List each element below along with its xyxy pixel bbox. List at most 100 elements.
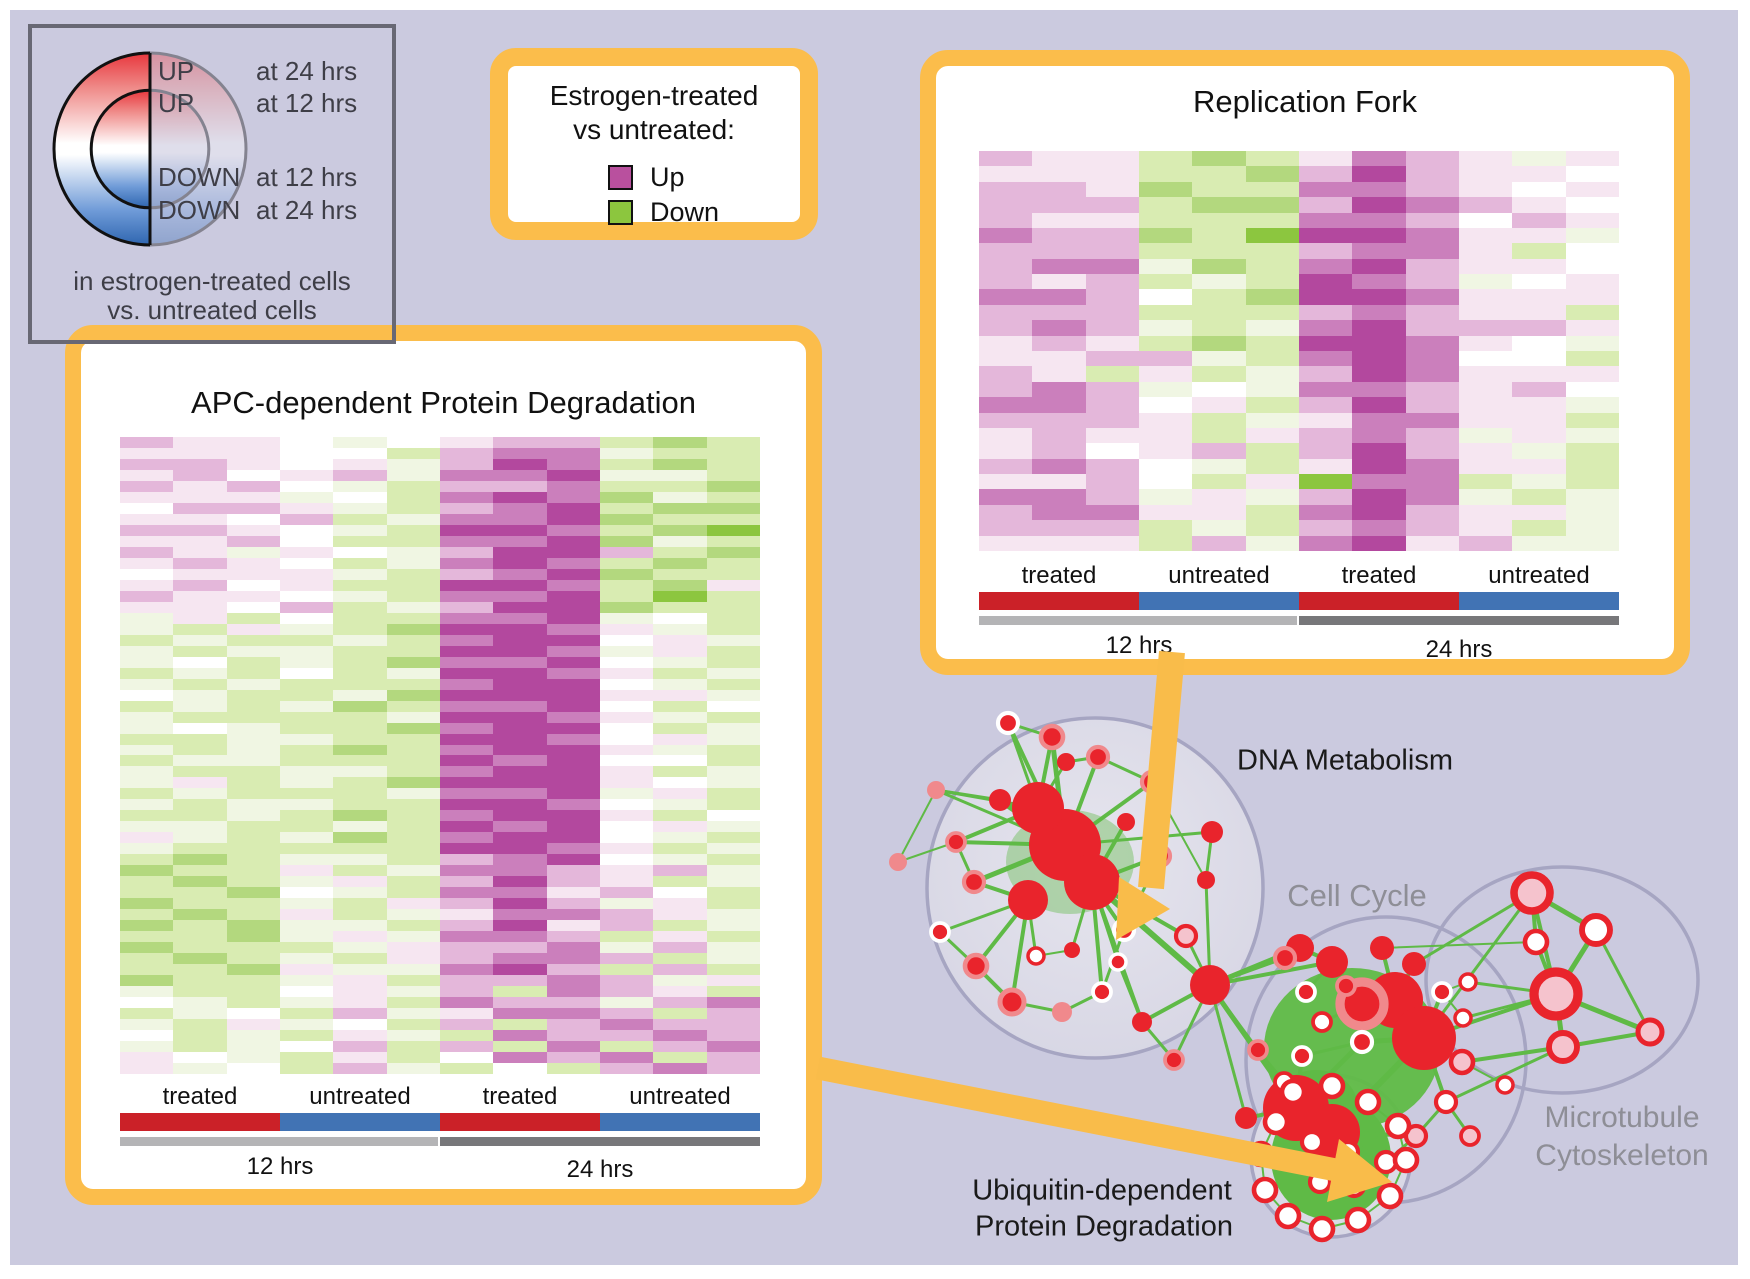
- down-color-swatch: [608, 200, 633, 225]
- heatmap-cell: [493, 447, 547, 459]
- heatmap-cell: [386, 931, 440, 943]
- heatmap-cell: [546, 678, 600, 690]
- heatmap-cell: [599, 1063, 654, 1074]
- heatmap-cell: [386, 502, 440, 514]
- heatmap-cell: [546, 777, 600, 789]
- heatmap-cell: [546, 1041, 600, 1053]
- heatmap-cell: [279, 854, 334, 866]
- heatmap-cell: [226, 755, 280, 767]
- heatmap-cell: [493, 755, 547, 767]
- direction-label: UP: [158, 56, 195, 86]
- heatmap-cell: [279, 1041, 334, 1053]
- heatmap-cell: [386, 898, 440, 910]
- heatmap-cell: [599, 1041, 654, 1053]
- heatmap-cell: [120, 1008, 174, 1020]
- heatmap-cell: [279, 711, 334, 723]
- heatmap-cell: [120, 634, 174, 646]
- heatmap-cell: [1565, 458, 1619, 475]
- condition-bar: [280, 1113, 440, 1131]
- heatmap-cell: [439, 942, 494, 954]
- heatmap-cell: [279, 986, 334, 998]
- heatmap-cell: [279, 667, 334, 679]
- replication-fork-panel: Replication Fork treated untreated treat…: [920, 50, 1690, 675]
- heatmap-cell: [1085, 397, 1139, 413]
- heatmap-cell: [173, 535, 227, 547]
- heatmap-cell: [1458, 227, 1513, 244]
- heatmap-cell: [226, 887, 280, 899]
- heatmap-cell: [439, 766, 494, 778]
- heatmap-cell: [1298, 427, 1353, 444]
- heatmap-cell: [226, 601, 280, 613]
- heatmap-cell: [546, 722, 600, 734]
- heatmap-cell: [120, 612, 174, 624]
- heatmap-cell: [173, 700, 227, 712]
- heatmap-cell: [653, 1052, 707, 1064]
- heatmap-cell: [599, 678, 654, 690]
- heatmap-cell: [333, 810, 387, 822]
- heatmap-cell: [979, 474, 1033, 490]
- heatmap-cell: [1352, 274, 1406, 290]
- heatmap-cell: [173, 832, 227, 844]
- heatmap-cell: [599, 513, 654, 525]
- heatmap-cell: [439, 524, 494, 536]
- replication-fork-condition-bars: [979, 592, 1619, 610]
- heatmap-cell: [439, 568, 494, 580]
- heatmap-cell: [173, 502, 227, 514]
- heatmap-cell: [546, 579, 600, 591]
- group-label: untreated: [309, 1083, 411, 1110]
- heatmap-cell: [1352, 258, 1406, 275]
- ring-legend-footer-line1: in estrogen-treated cells: [73, 266, 351, 296]
- heatmap-cell: [120, 601, 174, 613]
- heatmap-cell: [1352, 520, 1406, 536]
- heatmap-cell: [1085, 181, 1139, 198]
- heatmap-cell: [546, 1052, 600, 1064]
- heatmap-cell: [173, 1063, 227, 1074]
- heatmap-cell: [386, 437, 440, 448]
- heatmap-cell: [706, 678, 760, 690]
- heatmap-cell: [386, 711, 440, 723]
- heatmap-cell: [599, 590, 654, 602]
- condition-bar: [120, 1113, 280, 1131]
- heatmap-cell: [653, 766, 707, 778]
- heatmap-cell: [493, 437, 547, 448]
- direction-label: DOWN: [158, 162, 241, 192]
- heatmap-cell: [546, 942, 600, 954]
- heatmap-cell: [493, 964, 547, 976]
- heatmap-cell: [1352, 289, 1406, 305]
- heatmap-cell: [173, 799, 227, 811]
- heatmap-cell: [653, 667, 707, 679]
- heatmap-cell: [546, 854, 600, 866]
- heatmap-cell: [1458, 381, 1513, 398]
- heatmap-cell: [1138, 489, 1193, 505]
- heatmap-cell: [1138, 366, 1193, 382]
- heatmap-cell: [1192, 489, 1246, 505]
- heatmap-cell: [979, 304, 1033, 321]
- heatmap-cell: [226, 986, 280, 998]
- heatmap-cell: [1512, 381, 1566, 398]
- heatmap-cell: [333, 799, 387, 811]
- heatmap-cell: [120, 1030, 174, 1042]
- replication-fork-title: Replication Fork: [1193, 84, 1417, 119]
- heatmap-cell: [173, 1019, 227, 1031]
- heatmap-cell: [333, 821, 387, 833]
- heatmap-cell: [1192, 412, 1246, 428]
- heatmap-cell: [120, 711, 174, 723]
- heatmap-cell: [1245, 458, 1299, 475]
- heatmap-cell: [279, 546, 334, 558]
- heatmap-cell: [439, 975, 494, 987]
- heatmap-cell: [386, 854, 440, 866]
- heatmap-cell: [1245, 166, 1299, 182]
- heatmap-cell: [120, 535, 174, 547]
- heatmap-cell: [1565, 258, 1619, 275]
- heatmap-cell: [546, 656, 600, 668]
- heatmap-cell: [439, 491, 494, 503]
- heatmap-cell: [226, 1030, 280, 1042]
- heatmap-cell: [120, 920, 174, 932]
- cluster-label-ubiquitin-line2: Protein Degradation: [975, 1210, 1233, 1243]
- heatmap-cell: [120, 491, 174, 503]
- heatmap-cell: [546, 645, 600, 657]
- heatmap-cell: [1298, 197, 1353, 213]
- heatmap-cell: [279, 502, 334, 514]
- heatmap-cell: [1245, 412, 1299, 428]
- heatmap-cell: [493, 1008, 547, 1020]
